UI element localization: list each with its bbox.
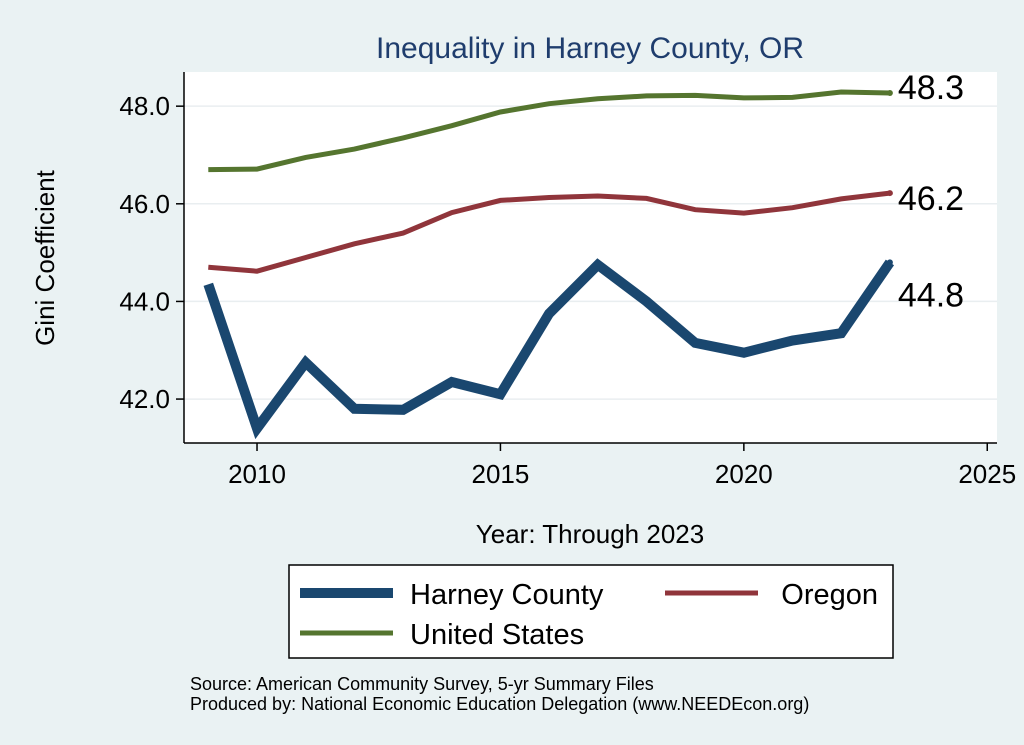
end-marker-united-states — [886, 89, 893, 96]
gridlines — [184, 105, 997, 400]
series-line-united-states — [208, 89, 890, 173]
y-tick-label: 46.0 — [119, 189, 170, 219]
source-note: Source: American Community Survey, 5-yr … — [190, 674, 654, 694]
y-tick-label: 48.0 — [119, 91, 170, 121]
y-axis-title: Gini Coefficient — [30, 169, 60, 346]
legend-label-oregon: Oregon — [781, 579, 878, 611]
x-tick-label: 2015 — [472, 459, 530, 489]
axis-ticks: 42.0 44.0 46.0 48.0 2010 2015 2020 2025 — [119, 91, 1016, 489]
end-marker-harney-county — [886, 259, 893, 266]
x-axis-title: Year: Through 2023 — [476, 519, 704, 549]
end-marker-oregon — [886, 190, 893, 197]
legend-box — [288, 564, 894, 659]
series-line-oregon — [208, 190, 891, 274]
series-lines — [203, 89, 895, 440]
series-line-harney-county — [203, 258, 895, 440]
legend-label-harney-county: Harney County — [410, 579, 604, 611]
y-tick-label: 42.0 — [119, 384, 170, 414]
legend-label-united-states: United States — [410, 619, 584, 651]
x-tick-label: 2010 — [228, 459, 286, 489]
legend: Harney County Oregon United States — [288, 564, 894, 659]
producer-note: Produced by: National Economic Education… — [190, 694, 809, 714]
end-labels: 48.3 46.2 44.8 — [898, 69, 964, 314]
end-label-oregon: 46.2 — [898, 180, 964, 218]
x-tick-label: 2025 — [958, 459, 1016, 489]
end-label-harney-county: 44.8 — [898, 276, 964, 314]
end-label-united-states: 48.3 — [898, 69, 964, 107]
x-tick-label: 2020 — [715, 459, 773, 489]
y-tick-label: 44.0 — [119, 286, 170, 316]
axes — [183, 72, 997, 444]
chart-title: Inequality in Harney County, OR — [376, 32, 804, 65]
